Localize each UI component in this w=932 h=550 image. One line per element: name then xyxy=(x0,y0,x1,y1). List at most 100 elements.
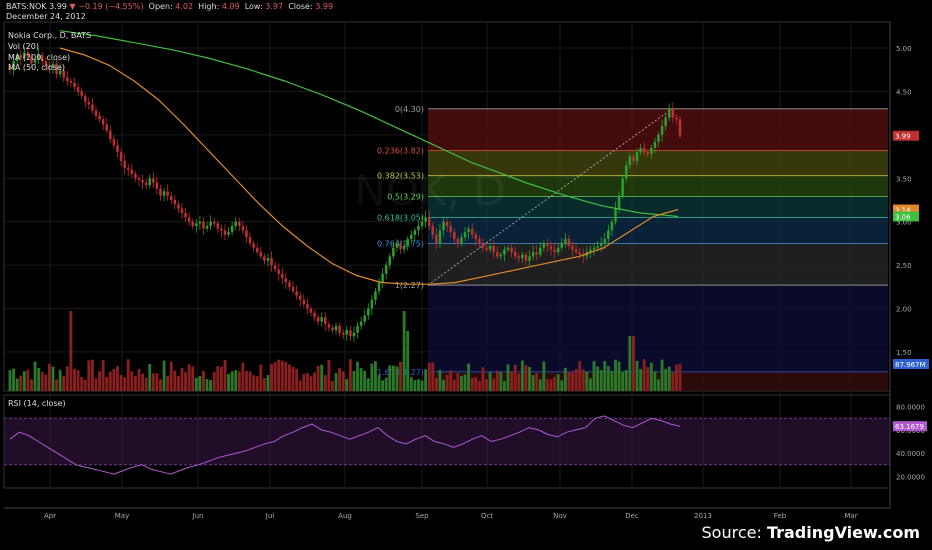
source-attribution[interactable]: Source: TradingView.com xyxy=(702,523,920,542)
candle-body xyxy=(155,182,159,189)
candle-body xyxy=(159,188,162,196)
x-tick-label: Dec xyxy=(625,512,639,520)
legend-rsi: RSI (14, close) xyxy=(8,399,66,408)
candle-body xyxy=(603,239,607,244)
volume-bar xyxy=(227,373,230,391)
volume-bar xyxy=(374,361,377,391)
low-label: Low: xyxy=(244,2,263,11)
volume-bar xyxy=(40,371,44,391)
price-marker-label: 3.99 xyxy=(895,133,911,141)
candle-body xyxy=(413,230,417,235)
volume-bar xyxy=(603,361,607,391)
volume-bar xyxy=(481,367,485,391)
candle-body xyxy=(488,246,492,250)
candle-body xyxy=(295,291,298,296)
volume-bar xyxy=(588,378,592,391)
volume-bar xyxy=(259,364,263,391)
volume-bar xyxy=(33,361,37,391)
volume-bar xyxy=(37,368,41,391)
candle-body xyxy=(660,126,664,135)
volume-bar xyxy=(76,370,80,391)
rsi-line xyxy=(9,415,681,475)
fib-level-label: 0.382(3.53) xyxy=(377,172,424,181)
volume-bar xyxy=(237,371,241,391)
x-tick-label: Oct xyxy=(481,512,493,520)
volume-bar xyxy=(151,373,155,391)
volume-bar xyxy=(549,379,553,391)
candle-body xyxy=(610,221,614,231)
volume-bar xyxy=(305,373,309,391)
candle-body xyxy=(30,56,33,63)
volume-bar xyxy=(653,371,657,391)
volume-bar xyxy=(176,375,180,391)
volume-bar xyxy=(101,359,105,391)
volume-bar xyxy=(563,367,567,391)
candle-body xyxy=(474,234,478,240)
candle-body xyxy=(62,70,65,78)
volume-bar xyxy=(280,360,284,391)
candle-body xyxy=(338,325,341,333)
candle-body xyxy=(377,282,381,292)
candle-body xyxy=(496,252,499,257)
y-tick-label: 2.50 xyxy=(896,262,912,270)
candle-body xyxy=(549,246,553,250)
candle-body xyxy=(126,167,130,170)
volume-bar xyxy=(431,362,435,391)
volume-bar xyxy=(657,379,660,391)
candle-body xyxy=(553,249,556,253)
close-value: 3.99 xyxy=(315,2,334,11)
candle-body xyxy=(212,221,216,224)
volume-bar xyxy=(241,362,245,391)
volume-bar xyxy=(639,369,643,391)
volume-bar xyxy=(578,361,582,391)
volume-bar xyxy=(474,377,478,391)
volume-bar xyxy=(567,371,571,391)
volume-bar xyxy=(624,370,628,391)
candle-body xyxy=(248,237,252,244)
candle-body xyxy=(567,239,571,247)
volume-bar xyxy=(528,366,531,391)
fib-level-label: 0.5(3.29) xyxy=(387,193,424,202)
candle-body xyxy=(255,247,259,253)
candle-body xyxy=(191,221,194,227)
volume-bar xyxy=(409,377,413,391)
candle-body xyxy=(19,54,23,59)
volume-bar xyxy=(356,361,359,391)
volume-bar xyxy=(660,359,664,391)
candle-body xyxy=(349,330,352,337)
volume-bar xyxy=(22,371,26,391)
candle-body xyxy=(485,247,488,250)
volume-bar xyxy=(492,378,496,391)
volume-bar xyxy=(384,377,388,391)
volume-bar xyxy=(255,375,259,391)
volume-bar xyxy=(252,375,256,391)
volume-bar xyxy=(531,375,535,391)
candle-body xyxy=(270,258,273,266)
candle-body xyxy=(556,247,560,253)
volume-bar xyxy=(667,366,671,391)
volume-bar xyxy=(219,366,223,391)
candle-body xyxy=(94,110,98,116)
x-tick-label: Jul xyxy=(265,512,275,520)
candle-body xyxy=(406,239,409,247)
volume-bar xyxy=(223,359,227,391)
candle-body xyxy=(463,232,467,238)
volume-bar xyxy=(55,379,59,391)
volume-bar xyxy=(614,359,617,391)
volume-bar xyxy=(98,371,102,391)
volume-bar xyxy=(162,360,166,391)
x-tick-label: Aug xyxy=(338,512,352,520)
volume-bar xyxy=(316,365,320,391)
candle-body xyxy=(467,228,470,233)
candle-body xyxy=(209,221,212,227)
candle-body xyxy=(506,247,510,250)
volume-bar xyxy=(216,366,220,391)
candle-body xyxy=(173,199,177,205)
volume-bar xyxy=(73,368,76,391)
candle-body xyxy=(574,249,578,253)
volume-bar xyxy=(359,368,363,391)
volume-bar xyxy=(65,366,69,391)
candle-body xyxy=(313,312,316,318)
volume-bar xyxy=(245,371,248,391)
